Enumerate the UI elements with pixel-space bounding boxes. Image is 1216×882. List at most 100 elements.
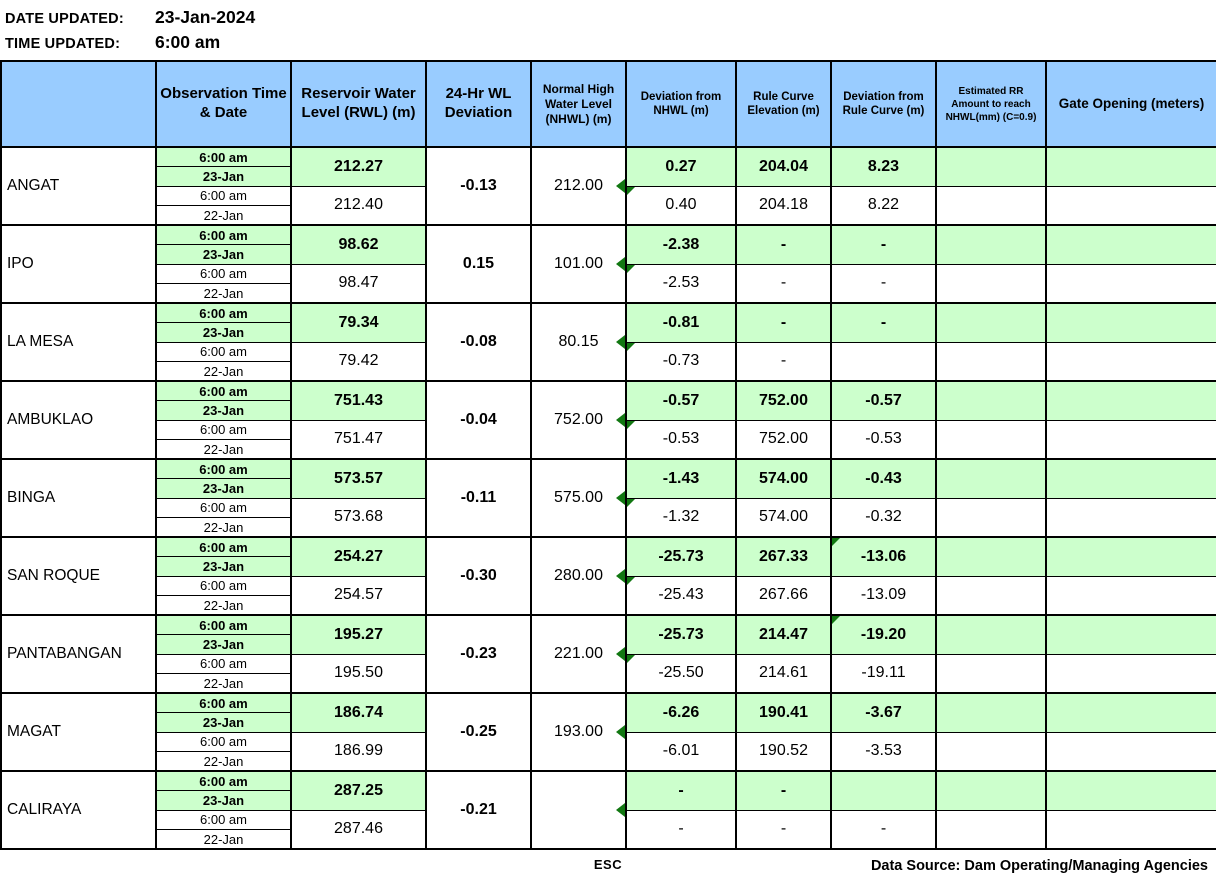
dev-rule-curve-previous: -3.53 (830, 731, 937, 772)
est-rr-current (935, 146, 1047, 187)
dev-nhwl-current: - (625, 770, 737, 811)
dev-nhwl-previous: 0.40 (625, 185, 737, 226)
est-rr-previous (935, 185, 1047, 226)
header-row: Observation Time & Date Reservoir Water … (0, 60, 1216, 148)
date-updated-label: DATE UPDATED: (5, 11, 124, 27)
header-estimated-rr-amount: Estimated RR Amount to reach NHWL(mm) (C… (935, 60, 1047, 148)
obs-date-previous: 22-Jan (155, 283, 292, 304)
dev-nhwl-previous: -1.32 (625, 497, 737, 538)
comment-indicator-icon (616, 569, 625, 583)
obs-time-current: 6:00 am (155, 146, 292, 167)
comment-indicator-icon (832, 538, 840, 546)
est-rr-current (935, 536, 1047, 577)
gate-opening-previous (1045, 653, 1216, 694)
est-rr-previous (935, 653, 1047, 694)
rwl-previous: 98.47 (290, 263, 427, 304)
dev-nhwl-current: -1.43 (625, 458, 737, 499)
dam-name-cell: MAGAT (0, 692, 157, 772)
dev-nhwl-current: -25.73 (625, 614, 737, 655)
gate-opening-current (1045, 458, 1216, 499)
rwl-previous: 751.47 (290, 419, 427, 460)
wl-deviation-24hr: -0.11 (425, 458, 532, 538)
dev-rule-curve-current: 8.23 (830, 146, 937, 187)
obs-date-current: 23-Jan (155, 634, 292, 655)
dev-nhwl-current: -6.26 (625, 692, 737, 733)
obs-date-previous: 22-Jan (155, 439, 292, 460)
gate-opening-previous (1045, 497, 1216, 538)
nhwl-value: 575.00 (530, 458, 627, 538)
rwl-previous: 287.46 (290, 809, 427, 850)
rwl-current: 287.25 (290, 770, 427, 811)
esc-label: ESC (593, 857, 623, 872)
dam-name-cell: BINGA (0, 458, 157, 538)
obs-date-current: 23-Jan (155, 556, 292, 577)
est-rr-current (935, 302, 1047, 343)
est-rr-previous (935, 731, 1047, 772)
comment-indicator-icon (616, 179, 625, 193)
header-normal-high-water-level: Normal High Water Level (NHWL) (m) (530, 60, 627, 148)
dev-rule-curve-current: -3.67 (830, 692, 937, 733)
gate-opening-current (1045, 302, 1216, 343)
comment-indicator-icon (627, 342, 635, 351)
dev-nhwl-previous: -0.73 (625, 341, 737, 382)
header-deviation-from-nhwl: Deviation from NHWL (m) (625, 60, 737, 148)
comment-indicator-icon (616, 335, 625, 349)
obs-time-previous: 6:00 am (155, 809, 292, 830)
dev-rule-curve-previous: -0.53 (830, 419, 937, 460)
comment-indicator-icon (616, 725, 625, 739)
obs-date-current: 23-Jan (155, 244, 292, 265)
dam-name-cell: LA MESA (0, 302, 157, 382)
wl-deviation-24hr: -0.13 (425, 146, 532, 226)
rwl-current: 98.62 (290, 224, 427, 265)
rule-curve-previous: - (735, 263, 832, 304)
nhwl-value: 101.00 (530, 224, 627, 304)
gate-opening-current (1045, 770, 1216, 811)
gate-opening-previous (1045, 419, 1216, 460)
obs-date-current: 23-Jan (155, 166, 292, 187)
rule-curve-previous: 574.00 (735, 497, 832, 538)
est-rr-previous (935, 263, 1047, 304)
comment-indicator-icon (616, 257, 625, 271)
obs-date-previous: 22-Jan (155, 517, 292, 538)
rwl-current: 79.34 (290, 302, 427, 343)
nhwl-value: 221.00 (530, 614, 627, 694)
header-24hr-wl-deviation: 24-Hr WL Deviation (425, 60, 532, 148)
obs-time-previous: 6:00 am (155, 497, 292, 518)
header-reservoir-water-level: Reservoir Water Level (RWL) (m) (290, 60, 427, 148)
comment-indicator-icon (616, 491, 625, 505)
dev-rule-curve-current: -0.57 (830, 380, 937, 421)
dev-nhwl-previous: -2.53 (625, 263, 737, 304)
date-updated-value: 23-Jan-2024 (155, 7, 256, 27)
rwl-previous: 195.50 (290, 653, 427, 694)
nhwl-value: 752.00 (530, 380, 627, 460)
rwl-current: 254.27 (290, 536, 427, 577)
obs-time-current: 6:00 am (155, 692, 292, 713)
dev-rule-curve-current: -19.20 (830, 614, 937, 655)
dam-row-ipo: IPO 6:00 am 98.62 0.15 101.00 -2.38- - (0, 224, 1216, 304)
dev-nhwl-previous: - (625, 809, 737, 850)
dev-nhwl-previous: -0.53 (625, 419, 737, 460)
rwl-previous: 186.99 (290, 731, 427, 772)
obs-time-previous: 6:00 am (155, 731, 292, 752)
header-deviation-from-rule-curve: Deviation from Rule Curve (m) (830, 60, 937, 148)
est-rr-current (935, 770, 1047, 811)
obs-date-current: 23-Jan (155, 400, 292, 421)
est-rr-previous (935, 497, 1047, 538)
rule-curve-previous: 752.00 (735, 419, 832, 460)
time-updated-label: TIME UPDATED: (5, 36, 121, 52)
obs-date-previous: 22-Jan (155, 595, 292, 616)
rwl-previous: 212.40 (290, 185, 427, 226)
wl-deviation-24hr: -0.23 (425, 614, 532, 694)
rule-curve-previous: 190.52 (735, 731, 832, 772)
rule-curve-current: 204.04 (735, 146, 832, 187)
est-rr-current (935, 224, 1047, 265)
obs-time-previous: 6:00 am (155, 185, 292, 206)
comment-indicator-icon (627, 498, 635, 507)
obs-date-previous: 22-Jan (155, 751, 292, 772)
comment-indicator-icon (627, 264, 635, 273)
wl-deviation-24hr: -0.21 (425, 770, 532, 850)
comment-indicator-icon (627, 654, 635, 663)
rule-curve-previous: - (735, 341, 832, 382)
rule-curve-current: - (735, 302, 832, 343)
